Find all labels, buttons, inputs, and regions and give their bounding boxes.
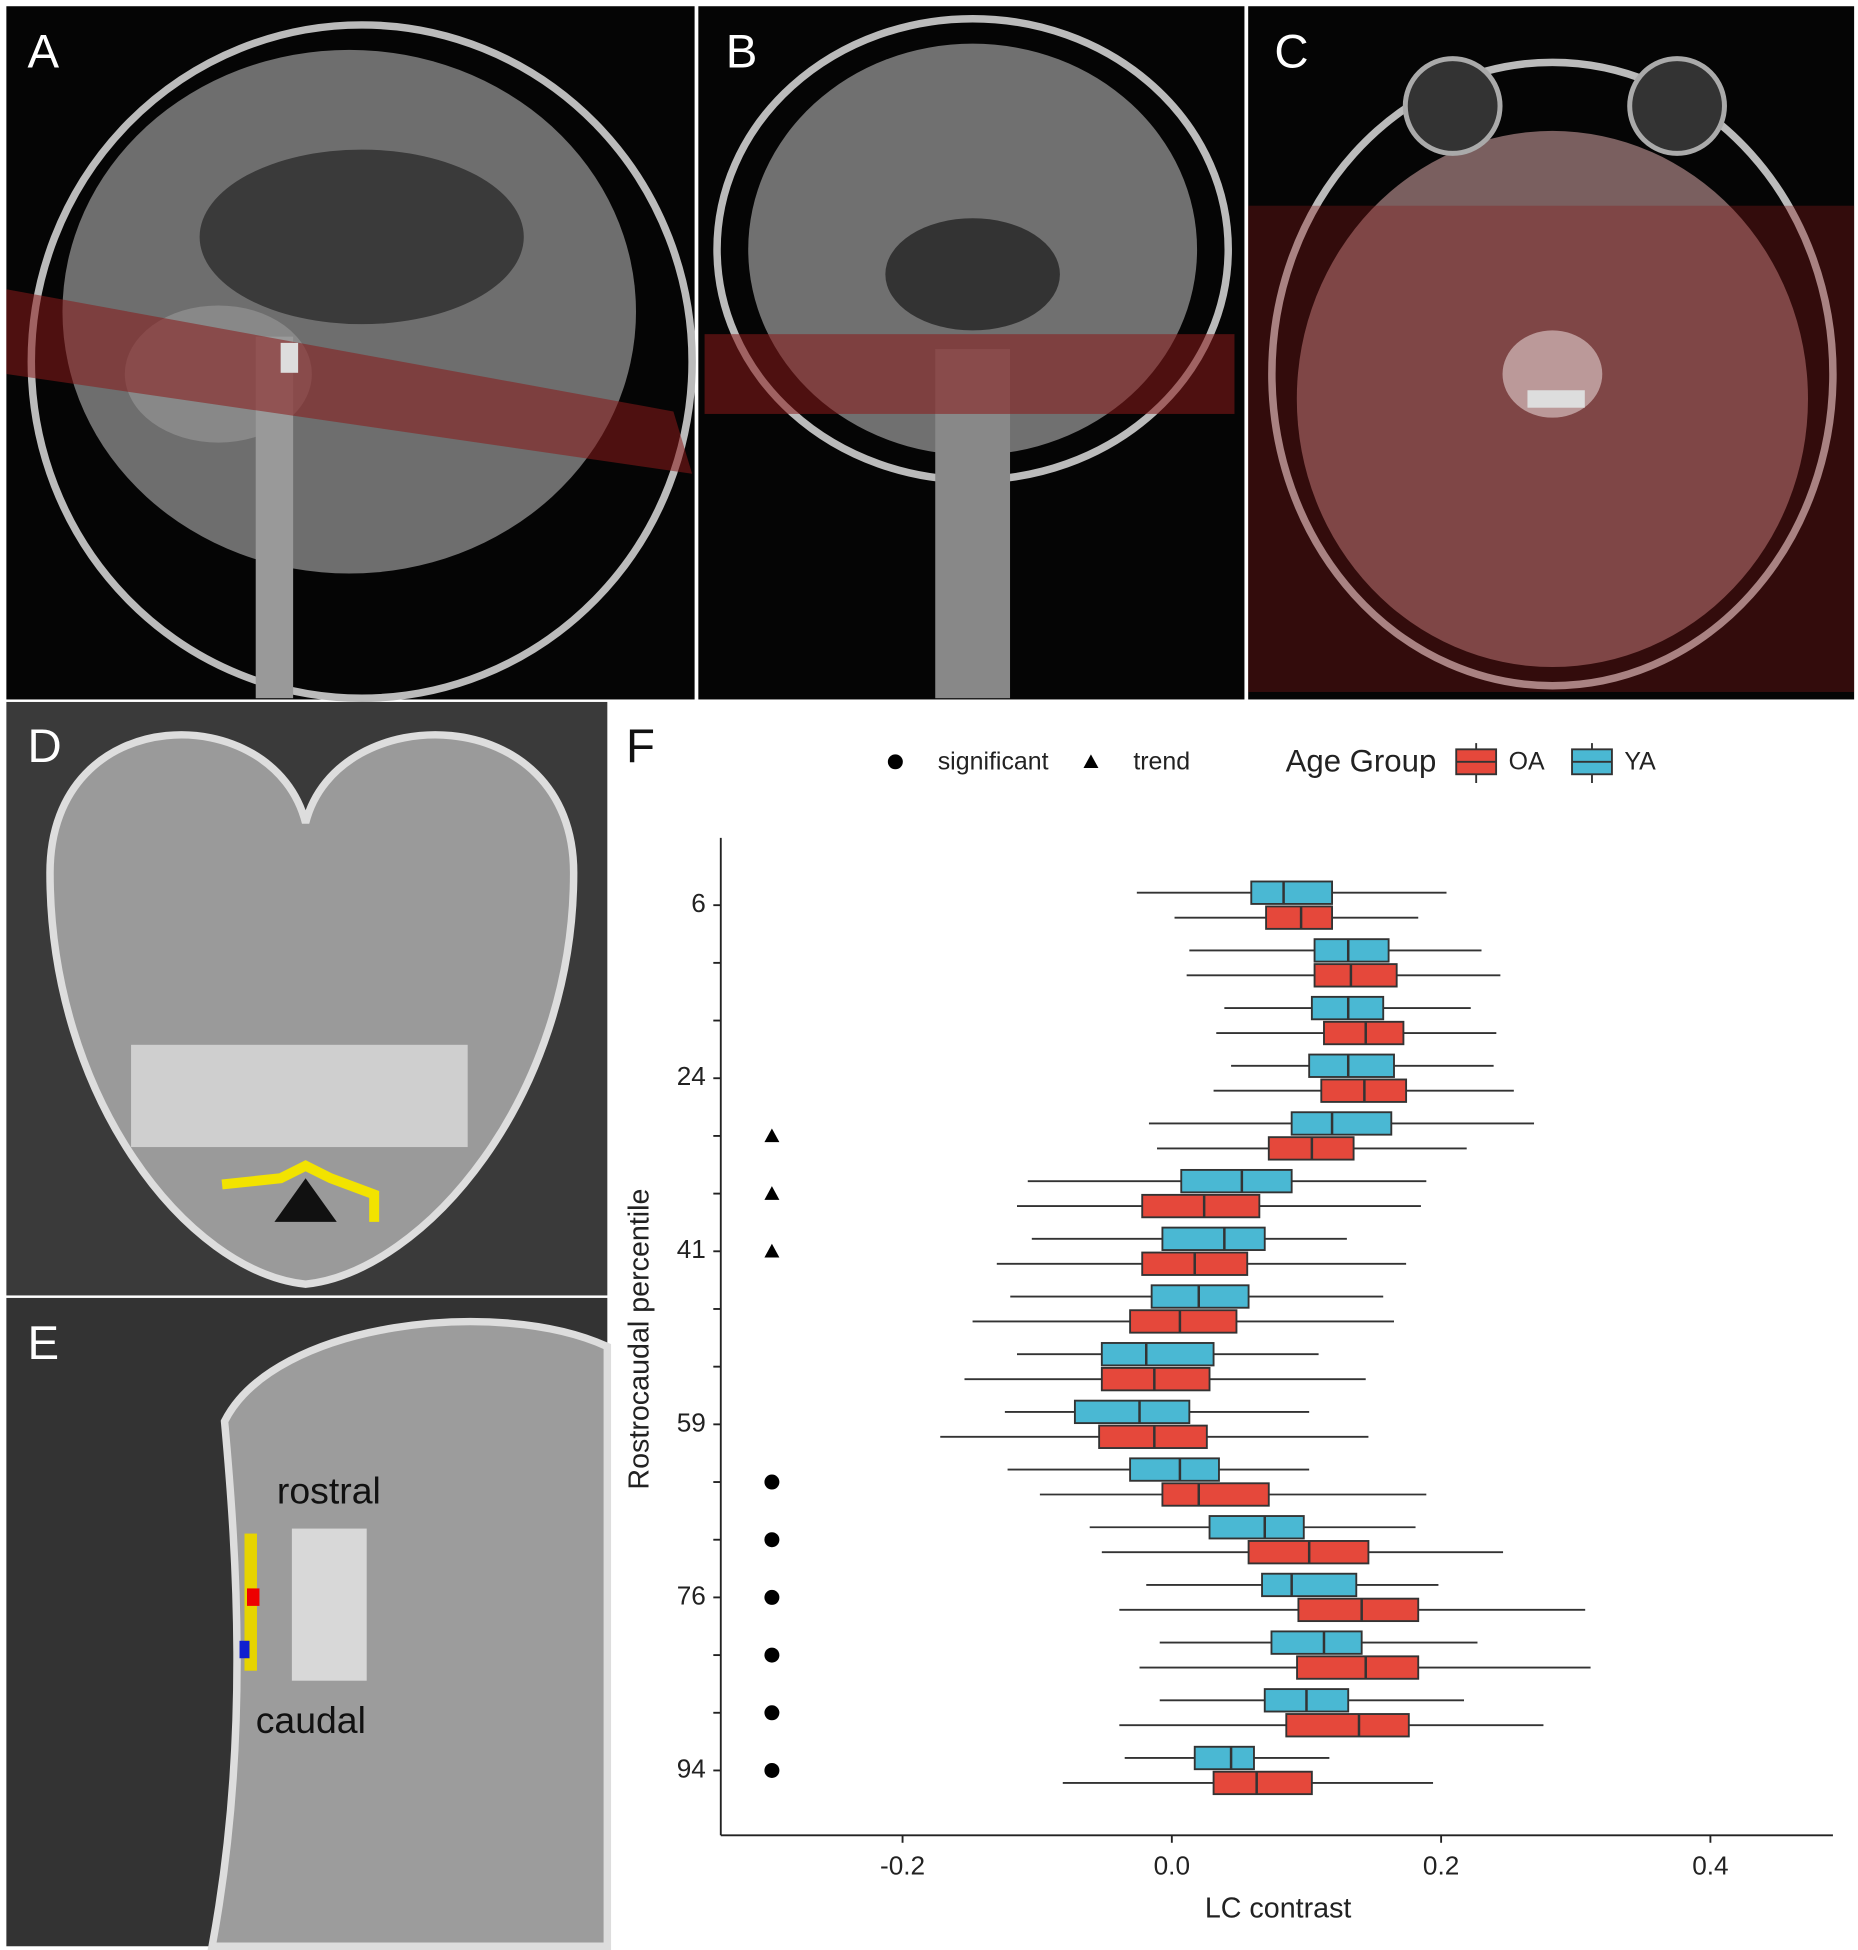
y-tick-label: 59 [677, 1407, 706, 1437]
box [1073, 1399, 1191, 1425]
panel-a-image [6, 6, 696, 702]
legend-marker [1083, 754, 1099, 769]
legend-title: Age Group [1286, 743, 1437, 778]
panel-d-image [6, 701, 608, 1296]
x-tick-label: 0.4 [1692, 1851, 1728, 1881]
y-tick-label: 6 [691, 888, 706, 918]
legend-label: significant [938, 748, 1049, 776]
x-tick-label: 0.2 [1423, 1851, 1459, 1881]
box [1208, 1515, 1305, 1540]
box [1285, 1713, 1410, 1738]
x-axis-label: LC contrast [1205, 1893, 1352, 1925]
box [1098, 1424, 1208, 1449]
y-tick-label: 24 [677, 1061, 706, 1091]
box [1297, 1597, 1420, 1623]
box [1250, 880, 1333, 905]
box [1313, 963, 1398, 988]
panel-c-image [1248, 6, 1855, 700]
box [1296, 1655, 1420, 1680]
significance-marker [764, 1705, 780, 1721]
box [1129, 1457, 1220, 1482]
panel-label: F [626, 720, 655, 773]
box [1270, 1630, 1363, 1655]
significance-marker [764, 1186, 780, 1200]
significance-marker [764, 1762, 780, 1778]
significance-marker [764, 1128, 780, 1143]
panel-label: D [28, 720, 62, 773]
box [1313, 938, 1390, 963]
y-tick-label: 76 [677, 1580, 706, 1610]
y-tick-label: 41 [677, 1234, 706, 1264]
box [1161, 1482, 1270, 1507]
annotation: rostral [277, 1470, 381, 1512]
box [1193, 1745, 1255, 1771]
panel-label: C [1274, 25, 1308, 78]
legend-label: YA [1624, 748, 1656, 776]
box [1261, 1572, 1358, 1598]
y-axis-label: Rostrocaudal percentile [624, 1189, 656, 1490]
panel-label: E [28, 1317, 60, 1370]
panel-b-image [698, 6, 1245, 700]
y-tick-label: 94 [677, 1753, 706, 1783]
box [1161, 1226, 1266, 1251]
box [1100, 1342, 1215, 1367]
box [1212, 1770, 1313, 1796]
legend-marker [887, 754, 903, 770]
significance-marker [764, 1647, 780, 1663]
box [1100, 1366, 1211, 1392]
annotation: caudal [256, 1699, 366, 1741]
significance-marker [764, 1474, 780, 1490]
box [1290, 1111, 1393, 1136]
box [1308, 1053, 1395, 1078]
significance-marker [764, 1589, 780, 1605]
panel-e-image [6, 1297, 612, 1950]
panel-label: A [28, 25, 60, 78]
box [1180, 1168, 1293, 1194]
significance-marker [764, 1532, 780, 1548]
significance-marker [764, 1243, 780, 1258]
box [1150, 1284, 1250, 1309]
box [1323, 1020, 1405, 1046]
x-tick-label: 0.0 [1154, 1851, 1190, 1881]
panel-label: B [726, 25, 758, 78]
box [1129, 1309, 1238, 1334]
box [1265, 905, 1333, 930]
legend-label: OA [1509, 748, 1545, 776]
legend-label: trend [1133, 748, 1190, 776]
x-tick-label: -0.2 [880, 1851, 925, 1881]
box [1141, 1193, 1261, 1219]
